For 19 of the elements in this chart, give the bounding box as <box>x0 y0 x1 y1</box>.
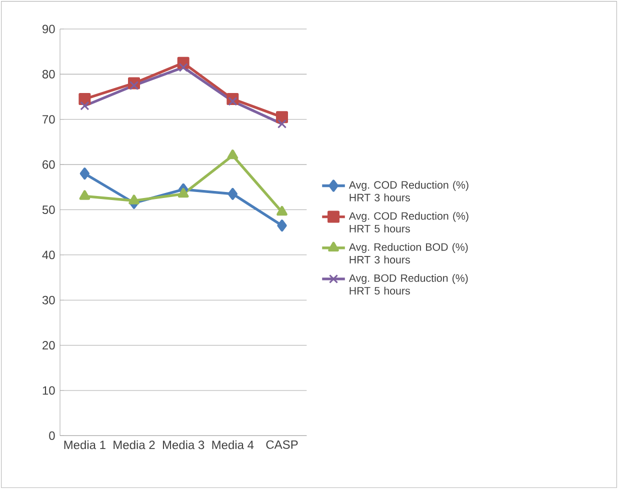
x-tick-label: Media 1 <box>64 440 106 450</box>
y-tick-label: 0 <box>49 431 55 440</box>
x-tick-label: Media 2 <box>114 440 155 450</box>
y-tick-label: 70 <box>42 115 55 124</box>
x-tick-label: CASP <box>266 440 298 449</box>
y-tick-label: 40 <box>42 250 55 260</box>
x-tick-label: Media 3 <box>162 440 204 450</box>
y-tick-label: 80 <box>42 70 55 78</box>
legend-label: Avg. COD Reduction (%) HRT 3 hours <box>348 180 468 202</box>
legend-label: Avg. BOD Reduction (%) HRT 5 hours <box>348 274 468 295</box>
y-tick-label: 90 <box>42 24 55 34</box>
y-tick-label: 30 <box>42 296 55 304</box>
x-tick-label: Media 4 <box>212 440 254 450</box>
y-tick-label: 50 <box>42 205 55 214</box>
legend-label: Avg. Reduction BOD (%) HRT 3 hours <box>348 242 468 264</box>
y-tick-label: 10 <box>42 386 55 395</box>
y-tick-label: 60 <box>42 160 55 169</box>
legend-label: Avg. COD Reduction (%) HRT 5 hours <box>348 212 468 232</box>
y-tick-label: 20 <box>42 341 55 350</box>
